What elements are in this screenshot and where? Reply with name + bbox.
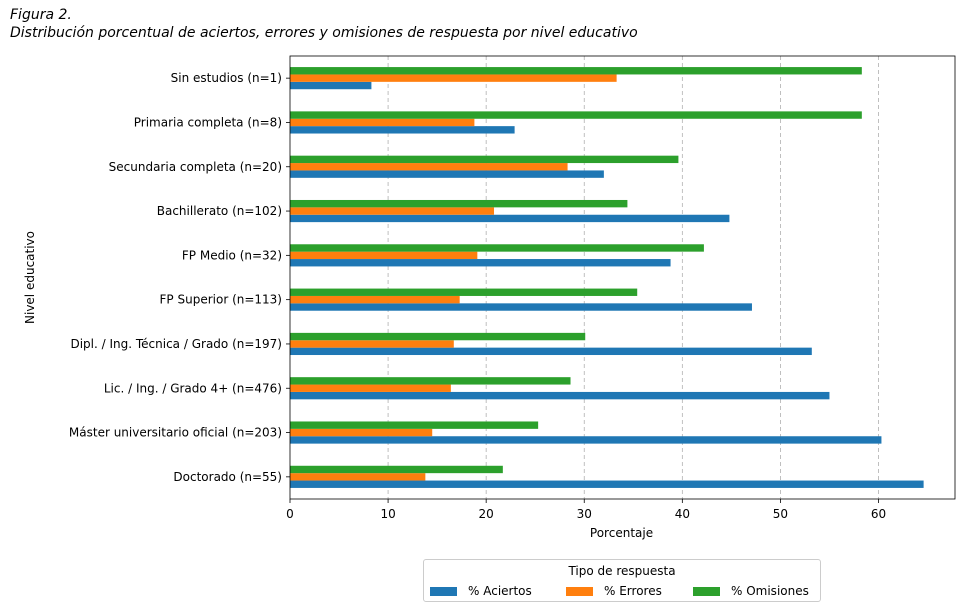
- bar-errores: [290, 74, 617, 82]
- y-axis-label: Nivel educativo: [23, 231, 37, 324]
- figure-label: Figura 2.: [10, 7, 72, 23]
- bar-aciertos: [290, 214, 730, 223]
- x-tick-label: 0: [286, 507, 294, 521]
- bar-errores: [290, 428, 433, 437]
- y-tick-label: Bachillerato (n=102): [157, 204, 282, 218]
- y-tick-label: Primaria completa (n=8): [134, 115, 282, 129]
- y-tick-label: Lic. / Ing. / Grado 4+ (n=476): [104, 381, 282, 395]
- legend-swatch-aciertos: [430, 586, 457, 596]
- legend-swatch-errores: [566, 586, 593, 596]
- bar-omisiones: [290, 377, 571, 385]
- bar-aciertos: [290, 436, 882, 444]
- bar-omisiones: [290, 465, 503, 474]
- y-tick-label: FP Superior (n=113): [160, 293, 282, 307]
- legend-item-errores: % Errores: [566, 584, 662, 598]
- bar-errores: [290, 163, 568, 171]
- bar-aciertos: [290, 170, 604, 178]
- x-tick-label: 60: [871, 507, 886, 521]
- legend-item-aciertos: % Aciertos: [430, 584, 532, 598]
- bar-errores: [290, 340, 454, 348]
- bar-errores: [290, 207, 495, 215]
- y-tick-label: Máster universitario oficial (n=203): [69, 426, 282, 440]
- legend-label-aciertos: % Aciertos: [468, 584, 532, 598]
- y-tick-label: Doctorado (n=55): [173, 470, 282, 484]
- legend-swatch-omisiones: [693, 586, 720, 596]
- legend-label-errores: % Errores: [604, 584, 662, 598]
- x-tick-label: 10: [380, 507, 395, 521]
- legend-label-omisiones: % Omisiones: [731, 584, 809, 598]
- bar-omisiones: [290, 111, 862, 119]
- bar-aciertos: [290, 126, 515, 134]
- bar-errores: [290, 473, 426, 481]
- bar-errores: [290, 384, 451, 392]
- y-tick-label: Secundaria completa (n=20): [109, 160, 282, 174]
- figure-title: Distribución porcentual de aciertos, err…: [10, 25, 638, 41]
- x-tick-label: 20: [479, 507, 494, 521]
- bar-omisiones: [290, 199, 628, 208]
- y-tick-label: Dipl. / Ing. Técnica / Grado (n=197): [70, 337, 282, 351]
- legend-title: Tipo de respuesta: [568, 564, 676, 578]
- bar-omisiones: [290, 332, 586, 341]
- bar-omisiones: [290, 288, 638, 296]
- plot-frame: [289, 55, 956, 500]
- x-tick-label: 30: [577, 507, 592, 521]
- bar-aciertos: [290, 391, 830, 400]
- bar-aciertos: [290, 480, 924, 488]
- x-tick-label: 40: [675, 507, 690, 521]
- x-axis-label: Porcentaje: [590, 526, 653, 540]
- legend: Tipo de respuesta % Aciertos % Errores %…: [423, 559, 821, 602]
- bar-omisiones: [290, 244, 704, 252]
- bar-aciertos: [290, 303, 752, 311]
- bar-aciertos: [290, 347, 812, 356]
- bar-omisiones: [290, 67, 862, 75]
- x-tick-label: 50: [773, 507, 788, 521]
- y-tick-label: Sin estudios (n=1): [171, 71, 282, 85]
- bar-errores: [290, 295, 460, 304]
- bar-omisiones: [290, 421, 539, 429]
- y-tick-label: FP Medio (n=32): [182, 248, 282, 262]
- bar-aciertos: [290, 259, 671, 267]
- bar-aciertos: [290, 81, 372, 90]
- bar-omisiones: [290, 155, 679, 164]
- bar-errores: [290, 118, 475, 127]
- legend-item-omisiones: % Omisiones: [693, 584, 809, 598]
- bar-errores: [290, 251, 478, 260]
